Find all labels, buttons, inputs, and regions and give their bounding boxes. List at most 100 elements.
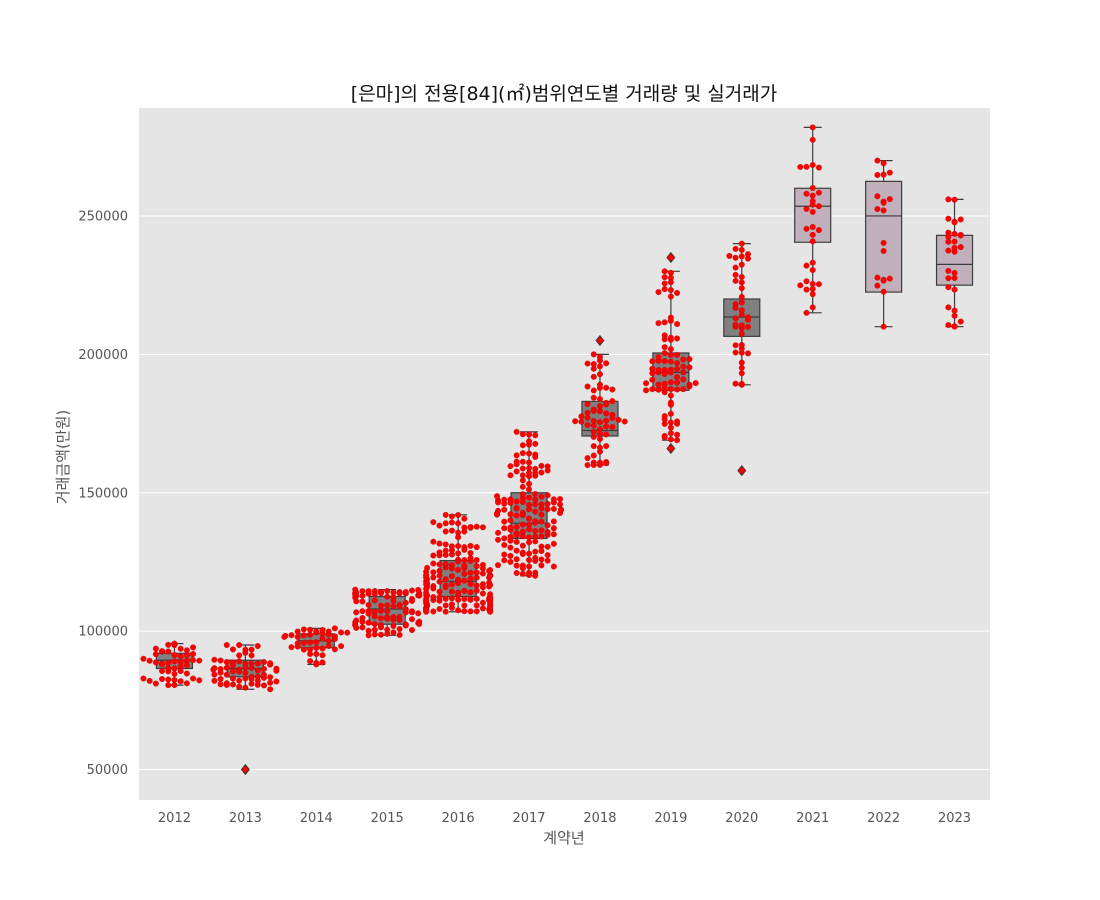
data-point <box>809 184 816 191</box>
data-point <box>254 643 261 649</box>
data-point <box>519 521 526 528</box>
data-point <box>473 563 480 570</box>
data-point <box>390 623 397 630</box>
data-point <box>667 358 674 365</box>
data-point <box>513 498 520 505</box>
data-point <box>609 398 616 405</box>
y-tick-label: 150000 <box>78 486 128 501</box>
data-point <box>371 608 378 615</box>
data-point <box>732 380 739 387</box>
data-point <box>803 190 810 197</box>
data-point <box>945 284 952 291</box>
data-point <box>501 557 508 564</box>
data-point <box>236 658 243 665</box>
y-tick-label: 100000 <box>78 625 128 640</box>
data-point <box>365 632 372 639</box>
data-point <box>430 569 437 576</box>
data-point <box>455 576 462 583</box>
x-tick-label: 2012 <box>158 811 191 826</box>
data-point <box>223 671 230 678</box>
data-point <box>738 342 745 349</box>
data-point <box>430 519 437 526</box>
data-point <box>448 601 455 608</box>
data-point <box>487 591 494 598</box>
data-point <box>661 319 668 326</box>
data-point <box>313 628 320 635</box>
data-point <box>667 399 674 406</box>
data-point <box>538 493 545 500</box>
data-point <box>501 496 508 503</box>
data-point <box>544 529 551 535</box>
data-point <box>211 677 218 684</box>
data-point <box>661 280 668 287</box>
data-point <box>461 577 468 584</box>
data-point <box>396 632 403 638</box>
data-point <box>738 322 745 329</box>
data-point <box>436 561 443 568</box>
data-point <box>300 626 307 633</box>
data-point <box>519 431 526 438</box>
data-point <box>254 667 261 674</box>
data-point <box>217 681 224 688</box>
data-point <box>880 323 887 330</box>
data-point <box>649 358 656 365</box>
data-point <box>519 458 526 465</box>
data-point <box>519 570 526 577</box>
data-point <box>874 274 881 281</box>
data-point <box>945 247 952 254</box>
data-point <box>165 641 172 648</box>
data-point <box>267 674 274 681</box>
data-point <box>550 496 557 503</box>
data-point <box>430 560 437 567</box>
data-point <box>396 603 403 610</box>
data-point <box>319 659 326 666</box>
data-point <box>880 277 887 284</box>
data-point <box>248 673 255 680</box>
data-point <box>655 354 662 361</box>
data-point <box>448 551 455 558</box>
data-point <box>738 253 745 260</box>
x-tick-label: 2016 <box>442 811 475 826</box>
data-point <box>448 595 455 602</box>
data-point <box>655 381 662 388</box>
data-point <box>584 414 591 421</box>
data-point <box>177 653 184 660</box>
data-point <box>507 472 514 479</box>
data-point <box>467 550 474 556</box>
data-point <box>526 569 532 576</box>
data-point <box>532 508 539 515</box>
data-point <box>448 573 455 580</box>
data-point <box>371 597 378 604</box>
data-point <box>371 621 378 628</box>
data-point <box>190 675 197 682</box>
data-point <box>609 411 616 418</box>
data-point <box>159 648 166 655</box>
data-point <box>467 596 474 603</box>
data-point <box>359 588 366 595</box>
data-point <box>455 589 462 596</box>
data-point <box>578 418 585 425</box>
data-point <box>661 274 668 281</box>
data-point <box>809 238 816 245</box>
data-point <box>738 307 745 314</box>
data-point <box>674 437 681 444</box>
data-point <box>436 549 443 556</box>
data-point <box>242 684 249 691</box>
data-point <box>578 413 585 420</box>
data-point <box>146 657 153 664</box>
data-point <box>519 465 526 472</box>
grid-lines <box>139 215 990 771</box>
data-point <box>674 386 681 393</box>
data-point <box>171 670 178 677</box>
data-point <box>519 483 526 490</box>
data-point <box>248 646 255 653</box>
data-point <box>526 438 532 445</box>
data-point <box>667 314 674 321</box>
data-point <box>815 281 822 288</box>
data-point <box>448 565 455 572</box>
data-point <box>526 450 532 457</box>
data-point <box>236 677 243 684</box>
data-point <box>526 563 532 570</box>
data-point <box>667 379 674 386</box>
data-point <box>359 615 366 621</box>
